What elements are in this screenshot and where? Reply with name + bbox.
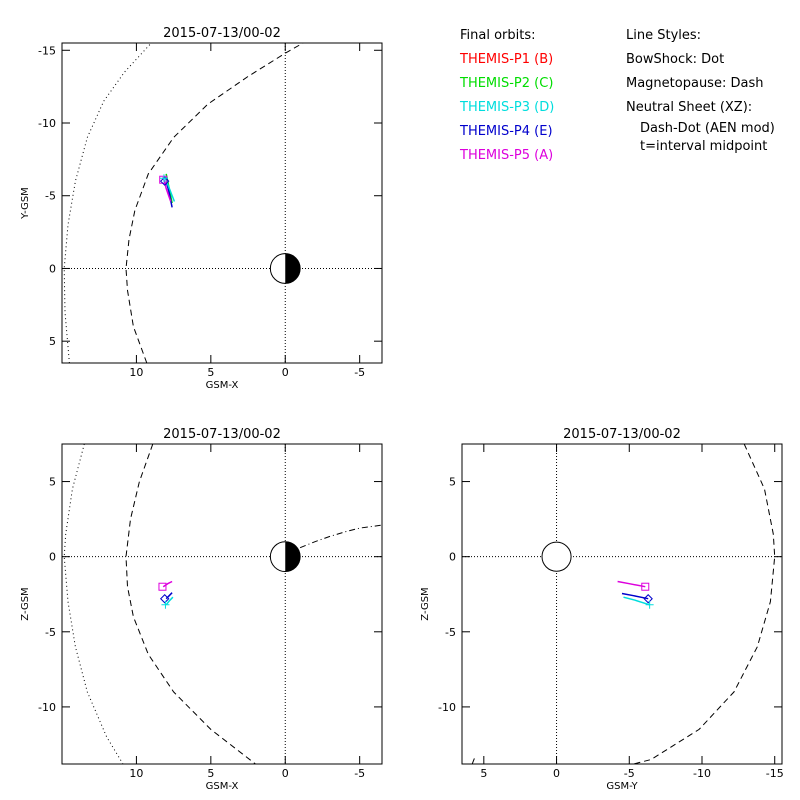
y-tick-label: 0 xyxy=(49,551,56,564)
legend-probe-p4: THEMIS-P4 (E) xyxy=(460,124,553,139)
panel-title: 2015-07-13/00-02 xyxy=(163,26,281,41)
x-tick-label: 5 xyxy=(207,366,214,379)
orbits-legend: Final orbits: THEMIS-P1 (B) THEMIS-P2 (C… xyxy=(460,24,554,168)
orbit-line-p4 xyxy=(621,592,649,600)
x-axis-label: GSM-Y xyxy=(606,781,638,792)
y-tick-label: 5 xyxy=(449,476,456,489)
x-tick-label: -5 xyxy=(354,767,365,780)
orbit-line-p3 xyxy=(623,596,650,606)
orbit-line-p5 xyxy=(617,580,646,588)
y-tick-label: -15 xyxy=(38,44,56,57)
plot-area xyxy=(62,444,382,764)
panel-xz: 10 5 0 -5 5 0 -5 -10 2015-07-13/00-02 GSM-X Z-GSM xyxy=(20,427,383,792)
neutral-sheet-line xyxy=(299,524,382,549)
magnetopause-line xyxy=(471,756,476,764)
y-tick-label: -10 xyxy=(38,701,56,714)
line-styles-title: Line Styles: xyxy=(626,28,702,43)
line-styles-legend: Line Styles: BowShock: Dot Magnetopause:… xyxy=(626,24,775,156)
magnetopause-line xyxy=(125,444,256,764)
plot-frame xyxy=(61,42,383,364)
earth-night-side xyxy=(285,541,301,572)
x-tick-label: -5 xyxy=(624,767,635,780)
x-tick-label: -10 xyxy=(693,767,711,780)
bow-shock-line xyxy=(63,43,152,363)
x-tick-label: 10 xyxy=(129,767,143,780)
y-tick-label: -10 xyxy=(438,701,456,714)
orbits-legend-title: Final orbits: xyxy=(460,28,536,43)
x-tick-label: -5 xyxy=(354,366,365,379)
probe-marker-p5 xyxy=(641,582,650,591)
plot-area xyxy=(62,43,382,363)
x-tick-label: 10 xyxy=(129,366,143,379)
probe-marker-p4 xyxy=(643,594,653,604)
legend-probe-p3: THEMIS-P3 (D) xyxy=(460,100,555,115)
x-axis-label: GSM-X xyxy=(206,380,239,391)
y-tick-label: 5 xyxy=(49,476,56,489)
orbit-line-p3 xyxy=(165,596,174,606)
style-magnetopause: Magnetopause: Dash xyxy=(626,76,764,91)
bow-shock-line xyxy=(63,444,124,764)
y-axis-label: Y-GSM xyxy=(20,187,31,220)
legend-probe-p2: THEMIS-P2 (C) xyxy=(460,76,554,91)
plot-frame xyxy=(461,443,783,765)
probe-marker-p5 xyxy=(158,582,167,591)
y-tick-label: -10 xyxy=(38,117,56,130)
panel-xy: 10 5 0 -5 -15 -10 -5 0 5 2015-07-13/00-02 GSM-X Y-G… xyxy=(20,26,383,391)
x-tick-label: 0 xyxy=(553,767,560,780)
y-tick-label: -5 xyxy=(445,626,456,639)
style-neutral-sheet: Neutral Sheet (XZ): xyxy=(626,100,753,115)
earth-night-side xyxy=(285,253,301,284)
magnetopause-line xyxy=(125,43,304,363)
x-axis-label: GSM-X xyxy=(206,781,239,792)
probe-marker-p3 xyxy=(161,600,170,609)
probe-marker-p3 xyxy=(645,600,654,609)
x-tick-label: 0 xyxy=(282,767,289,780)
style-bow-shock: BowShock: Dot xyxy=(626,52,725,67)
style-neutral-sheet-mod: Dash-Dot (AEN mod) xyxy=(640,121,775,136)
y-tick-label: 0 xyxy=(449,551,456,564)
probe-marker-p4 xyxy=(159,176,170,186)
x-tick-label: -15 xyxy=(766,767,784,780)
legend-probe-p1: THEMIS-P1 (B) xyxy=(460,52,554,67)
panel-title: 2015-07-13/00-02 xyxy=(563,427,681,442)
y-tick-label: -5 xyxy=(45,626,56,639)
legend-probe-p5: THEMIS-P5 (A) xyxy=(460,148,554,163)
y-axis-label: Z-GSM xyxy=(420,587,431,620)
earth-symbol xyxy=(541,541,572,572)
y-tick-label: -5 xyxy=(45,190,56,203)
x-tick-label: 0 xyxy=(282,366,289,379)
plot-frame xyxy=(61,443,383,765)
probe-marker-p3 xyxy=(159,174,168,183)
magnetopause-line xyxy=(633,444,776,764)
panel-title: 2015-07-13/00-02 xyxy=(163,427,281,442)
panel-yz: 5 0 -5 -10 -15 5 0 -5 -10 2015-07-13/00-02 GSM-Y Z-… xyxy=(420,427,784,792)
style-midpoint-note: t=interval midpoint xyxy=(640,139,768,154)
y-axis-label: Z-GSM xyxy=(20,587,31,620)
orbit-line-p5 xyxy=(162,580,173,588)
probe-marker-p4 xyxy=(159,594,170,604)
plot-area xyxy=(462,444,782,764)
x-tick-label: 5 xyxy=(207,767,214,780)
x-tick-label: 5 xyxy=(480,767,487,780)
y-tick-label: 0 xyxy=(49,262,56,275)
y-tick-label: 5 xyxy=(49,335,56,348)
